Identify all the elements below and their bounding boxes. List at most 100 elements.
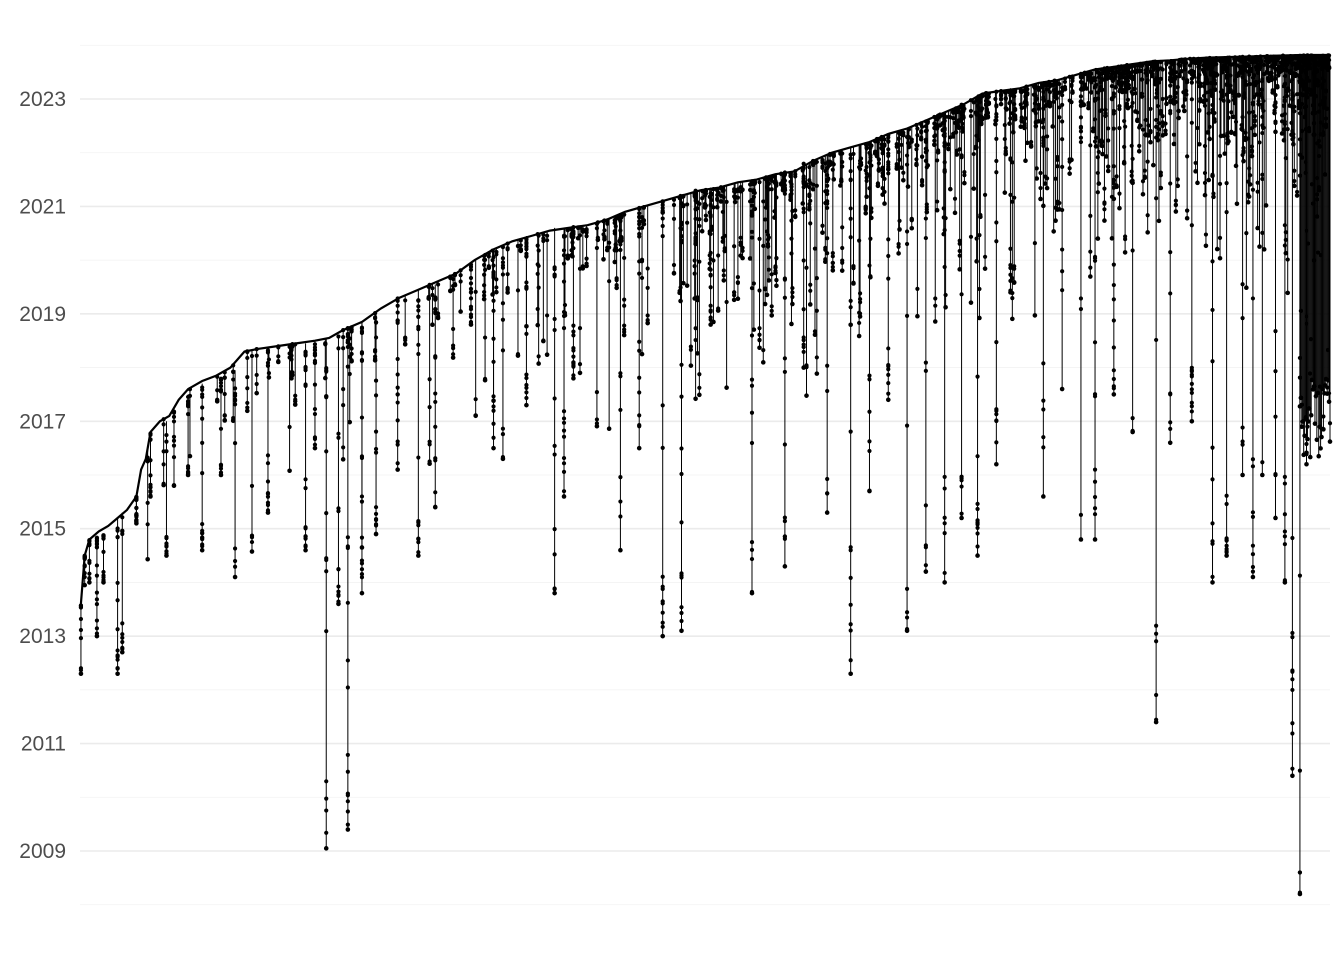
data-point [1053,87,1058,92]
data-point [1224,501,1229,507]
data-point [1297,111,1303,116]
data-point [697,223,702,229]
data-point [1257,244,1262,249]
data-point [120,528,125,533]
data-point [345,827,351,832]
data-point [747,256,753,261]
data-point [265,461,271,466]
data-point [1279,131,1285,136]
data-point [693,231,698,236]
data-point [535,271,540,276]
data-point [359,494,365,499]
data-point [120,646,125,652]
data-point [1197,108,1202,113]
data-point [1240,282,1245,287]
data-point [732,244,737,249]
data-point [697,201,702,207]
data-point [749,556,755,562]
data-point [120,635,125,640]
data-point [1310,88,1316,94]
data-point [942,486,947,491]
data-point [685,220,690,225]
data-point [561,469,567,474]
data-point [293,399,298,404]
data-point [1210,58,1215,64]
data-point [639,351,645,357]
data-point [1250,569,1256,574]
data-point [607,245,612,250]
data-point [1213,87,1218,92]
data-point [1240,439,1245,444]
data-point [1282,534,1287,539]
data-point [1154,196,1159,201]
data-point [395,310,400,315]
data-point [200,416,205,421]
data-point [1092,479,1098,484]
data-point [1018,124,1024,130]
data-point [935,199,940,204]
data-point [1240,115,1245,120]
data-point [1297,74,1303,79]
data-point [1154,692,1159,698]
data-point [594,390,600,395]
data-point [695,298,700,303]
data-point [1291,183,1297,189]
data-point [1100,151,1105,157]
data-point [697,372,702,377]
data-point [1099,108,1104,113]
data-point [1111,76,1116,81]
data-point [473,289,478,294]
data-point [1146,133,1151,138]
data-point [679,628,684,634]
data-point [1139,77,1145,82]
data-point [1299,424,1305,429]
data-point [345,793,350,798]
data-point [957,241,962,246]
data-point [1069,157,1074,163]
data-point [1303,415,1308,420]
data-point [1295,189,1300,195]
data-point [1273,92,1278,98]
data-point [1012,195,1017,200]
data-point [561,494,567,499]
data-point [1297,173,1303,178]
data-point [959,484,964,489]
data-point [1130,248,1135,253]
data-point [524,402,529,408]
data-point [1299,128,1304,134]
data-point [1316,453,1322,459]
data-point [544,352,550,357]
data-point [721,195,726,200]
data-point [709,227,714,232]
data-point [416,298,421,303]
data-point [433,424,438,429]
data-point [708,257,713,262]
data-point [552,527,557,532]
data-point [848,548,853,553]
data-point [1104,154,1109,159]
data-point [1285,126,1290,132]
data-point [1304,228,1309,233]
data-point [697,392,702,398]
data-point [1283,250,1289,256]
data-point [1010,199,1015,204]
data-point [679,610,684,616]
data-point [935,150,941,155]
data-point [1150,73,1155,79]
data-point [1307,128,1312,134]
data-point [801,342,806,347]
data-point [1212,119,1217,124]
data-point [1232,101,1238,106]
data-point [769,304,774,309]
data-point [185,466,191,471]
data-point [1125,78,1131,84]
data-point [1033,111,1038,116]
data-point [1038,185,1043,191]
data-point [1292,178,1297,184]
data-point [942,126,947,131]
data-point [1312,421,1318,426]
data-point [1047,103,1053,109]
data-point [541,338,546,344]
data-point [880,186,885,191]
data-point [561,461,567,466]
